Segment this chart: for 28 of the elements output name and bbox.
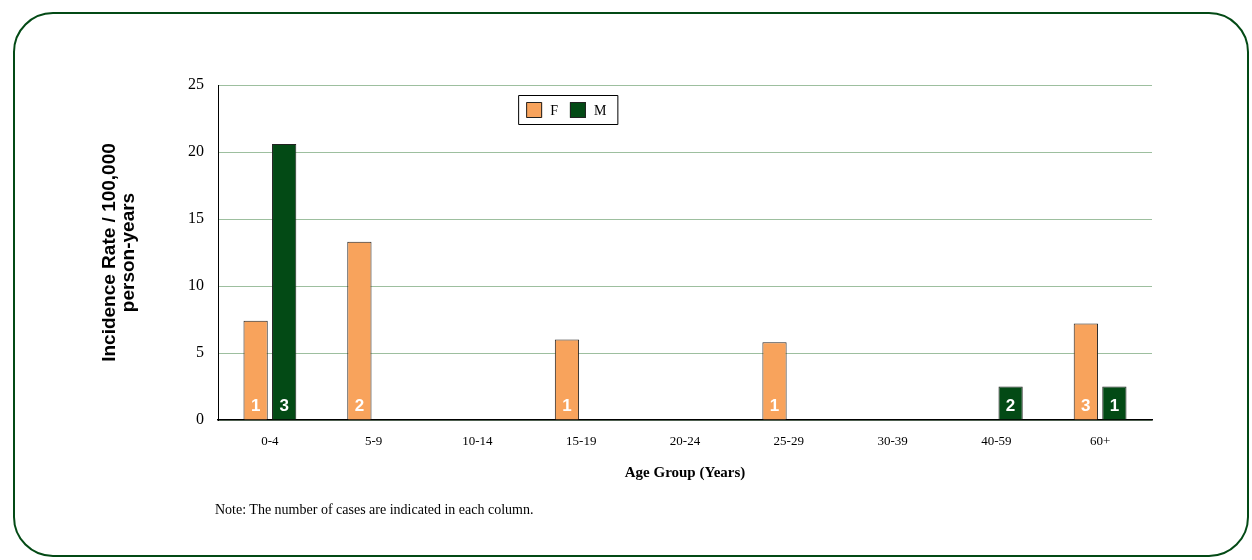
y-tick-label: 0 — [196, 410, 204, 428]
x-tick-label: 0-4 — [261, 433, 280, 449]
annotation: 3 — [279, 396, 289, 416]
y-tick-label: 15 — [188, 209, 204, 227]
legend-label: F — [550, 102, 559, 118]
text: Note: The number of cases are indicated in each column. — [215, 502, 534, 518]
y-tick-label: 5 — [196, 343, 204, 361]
x-tick-label: 10-14 — [462, 433, 494, 449]
x-axis-title: Age Group (Years) — [624, 463, 746, 481]
y-tick-label: 20 — [188, 142, 204, 160]
x-tick-label: 5-9 — [364, 433, 383, 449]
annotation: 3 — [1081, 396, 1091, 416]
y-axis-title: Incidence Rate / 100,000 person-years — [97, 143, 138, 362]
legend-label: M — [593, 102, 607, 118]
annotation: 1 — [562, 396, 572, 416]
annotation: 1 — [769, 396, 780, 416]
x-tick-label: 40-59 — [981, 433, 1012, 449]
annotation: 1 — [1109, 396, 1120, 416]
x-tick-label: 20-24 — [669, 433, 701, 449]
annotation: 2 — [354, 396, 365, 416]
x-tick-label: 25-29 — [773, 433, 804, 449]
annotation: 1 — [250, 396, 261, 416]
annotation: 2 — [1005, 396, 1016, 416]
x-tick-label: 30-39 — [877, 433, 908, 449]
y-tick-label: 25 — [188, 75, 204, 93]
x-tick-label: 15-19 — [566, 433, 597, 449]
x-tick-label: 60+ — [1089, 433, 1111, 449]
y-tick-label: 10 — [188, 276, 204, 294]
